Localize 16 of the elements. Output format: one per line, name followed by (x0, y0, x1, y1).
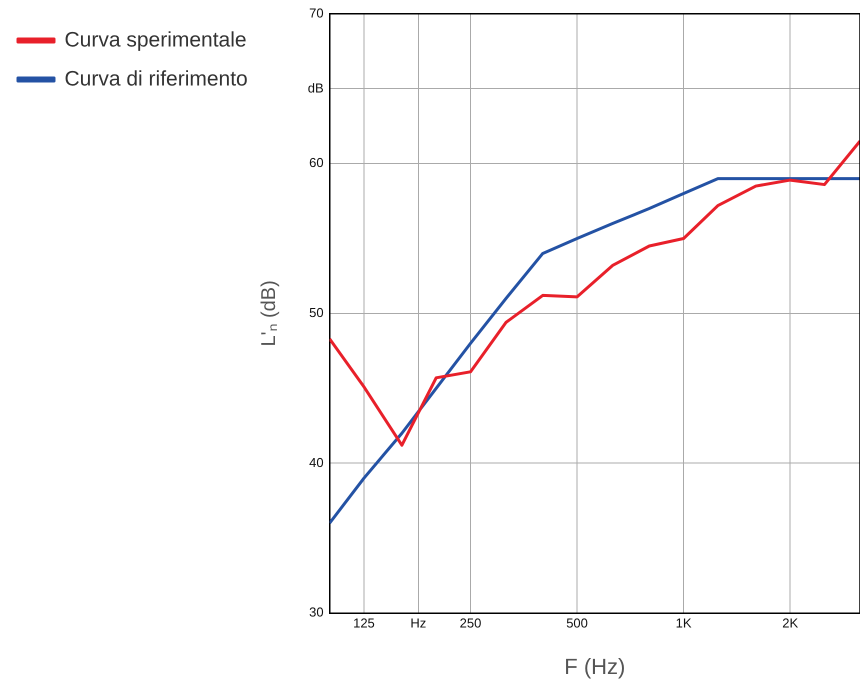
x-tick-label: Hz (410, 615, 426, 630)
y-axis-title: L'ₙ (dB) (258, 280, 280, 347)
y-tick-label: 40 (309, 454, 324, 470)
x-tick-label: 125 (353, 615, 375, 630)
x-tick-label: 2K (782, 615, 798, 630)
x-tick-label: 1K (676, 615, 692, 630)
x-tick-label: 500 (566, 615, 588, 630)
y-tick-label: 30 (309, 604, 324, 620)
y-tick-label: 60 (309, 155, 324, 170)
x-axis-title: F (Hz) (564, 654, 626, 679)
y-tick-label: 50 (309, 304, 324, 320)
y-tick-label: dB (308, 80, 324, 96)
legend-label: Curva sperimentale (64, 28, 247, 52)
y-tick-label: 70 (309, 5, 324, 20)
x-tick-label: 250 (460, 615, 482, 630)
legend-label: Curva di riferimento (64, 67, 248, 90)
